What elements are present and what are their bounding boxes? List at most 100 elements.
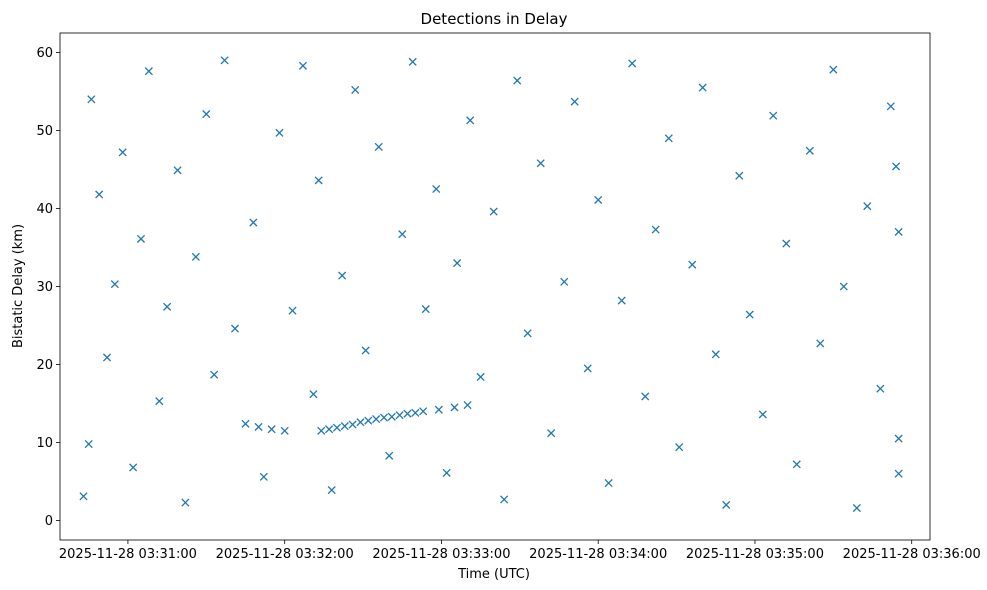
data-point (513, 76, 522, 85)
data-point (351, 85, 360, 94)
data-point (711, 350, 720, 359)
data-point (466, 116, 475, 125)
data-point (395, 411, 404, 420)
data-point (641, 392, 650, 401)
y-tick-label: 20 (36, 358, 53, 373)
data-point (560, 277, 569, 286)
x-tick-label: 2025-11-28 03:33:00 (372, 547, 510, 562)
data-point (722, 500, 731, 509)
data-point (181, 498, 190, 507)
data-point (876, 384, 885, 393)
data-point (372, 415, 381, 424)
data-point (617, 296, 626, 305)
data-point (745, 310, 754, 319)
data-point (220, 56, 229, 65)
data-point (829, 65, 838, 74)
y-tick-label: 30 (36, 280, 53, 295)
y-axis-label: Bistatic Delay (km) (11, 224, 26, 348)
data-point (628, 59, 637, 68)
chart-title: Detections in Delay (421, 10, 568, 28)
plot-frame (59, 32, 931, 541)
data-point (476, 372, 485, 382)
data-point (500, 495, 509, 504)
data-point (604, 479, 613, 488)
data-point (356, 418, 365, 427)
data-point (191, 252, 200, 261)
x-tick-label: 2025-11-28 03:34:00 (529, 547, 667, 562)
data-point (894, 469, 903, 478)
data-point (453, 259, 462, 268)
data-point (84, 440, 93, 449)
data-point (408, 57, 417, 66)
data-point (298, 61, 308, 70)
data-point (144, 67, 153, 76)
data-point (398, 230, 407, 239)
data-point (254, 422, 263, 431)
data-point (317, 426, 326, 435)
data-point (698, 83, 707, 92)
data-point (792, 460, 801, 469)
x-axis-label: Time (UTC) (457, 567, 530, 582)
data-point (411, 408, 420, 417)
data-point (230, 324, 240, 333)
data-point (210, 370, 219, 379)
data-point (839, 282, 848, 291)
data-point (419, 407, 428, 416)
data-point (547, 429, 556, 438)
x-axis: 2025-11-28 03:31:00 2025-11-28 03:32:00 20… (59, 540, 981, 562)
data-point (891, 162, 901, 171)
x-tick-label: 2025-11-28 03:36:00 (843, 547, 981, 562)
data-point (309, 390, 318, 399)
y-tick-label: 60 (36, 46, 53, 61)
data-point (173, 166, 182, 175)
x-tick-label: 2025-11-28 03:31:00 (59, 547, 197, 562)
data-point (110, 280, 119, 289)
data-point (651, 225, 660, 234)
data-point (894, 227, 903, 236)
data-point (267, 425, 276, 434)
data-point (327, 486, 336, 495)
data-point (241, 419, 250, 428)
data-point (280, 426, 289, 435)
data-point (523, 329, 532, 338)
data-point (348, 420, 357, 429)
data-point (675, 443, 684, 452)
data-point (688, 260, 697, 269)
data-point (536, 159, 545, 168)
x-tick-label: 2025-11-28 03:35:00 (686, 547, 824, 562)
data-points (79, 56, 903, 513)
y-tick-label: 50 (36, 124, 53, 139)
data-point (816, 339, 825, 348)
data-point (332, 423, 341, 432)
data-point (338, 271, 347, 280)
data-point (155, 397, 164, 406)
data-point (136, 234, 146, 243)
data-point (489, 207, 498, 216)
data-point (364, 416, 373, 425)
data-point (325, 425, 334, 434)
data-point (735, 171, 744, 180)
data-point (852, 503, 861, 513)
x-tick-label: 2025-11-28 03:32:00 (216, 547, 354, 562)
data-point (118, 148, 127, 157)
data-point (583, 364, 592, 373)
data-point (594, 195, 603, 204)
data-point (275, 128, 284, 137)
data-point (163, 302, 172, 311)
data-point (769, 111, 778, 120)
data-point (463, 401, 472, 410)
data-point (894, 434, 903, 443)
y-tick-label: 40 (36, 202, 53, 217)
data-point (202, 110, 211, 119)
data-point (886, 102, 895, 111)
data-point (450, 403, 459, 412)
data-point (570, 97, 579, 106)
data-point (87, 95, 96, 104)
data-point (432, 184, 441, 194)
data-point (340, 422, 349, 431)
data-point (442, 468, 451, 477)
data-point (288, 306, 297, 315)
data-point (421, 305, 430, 314)
